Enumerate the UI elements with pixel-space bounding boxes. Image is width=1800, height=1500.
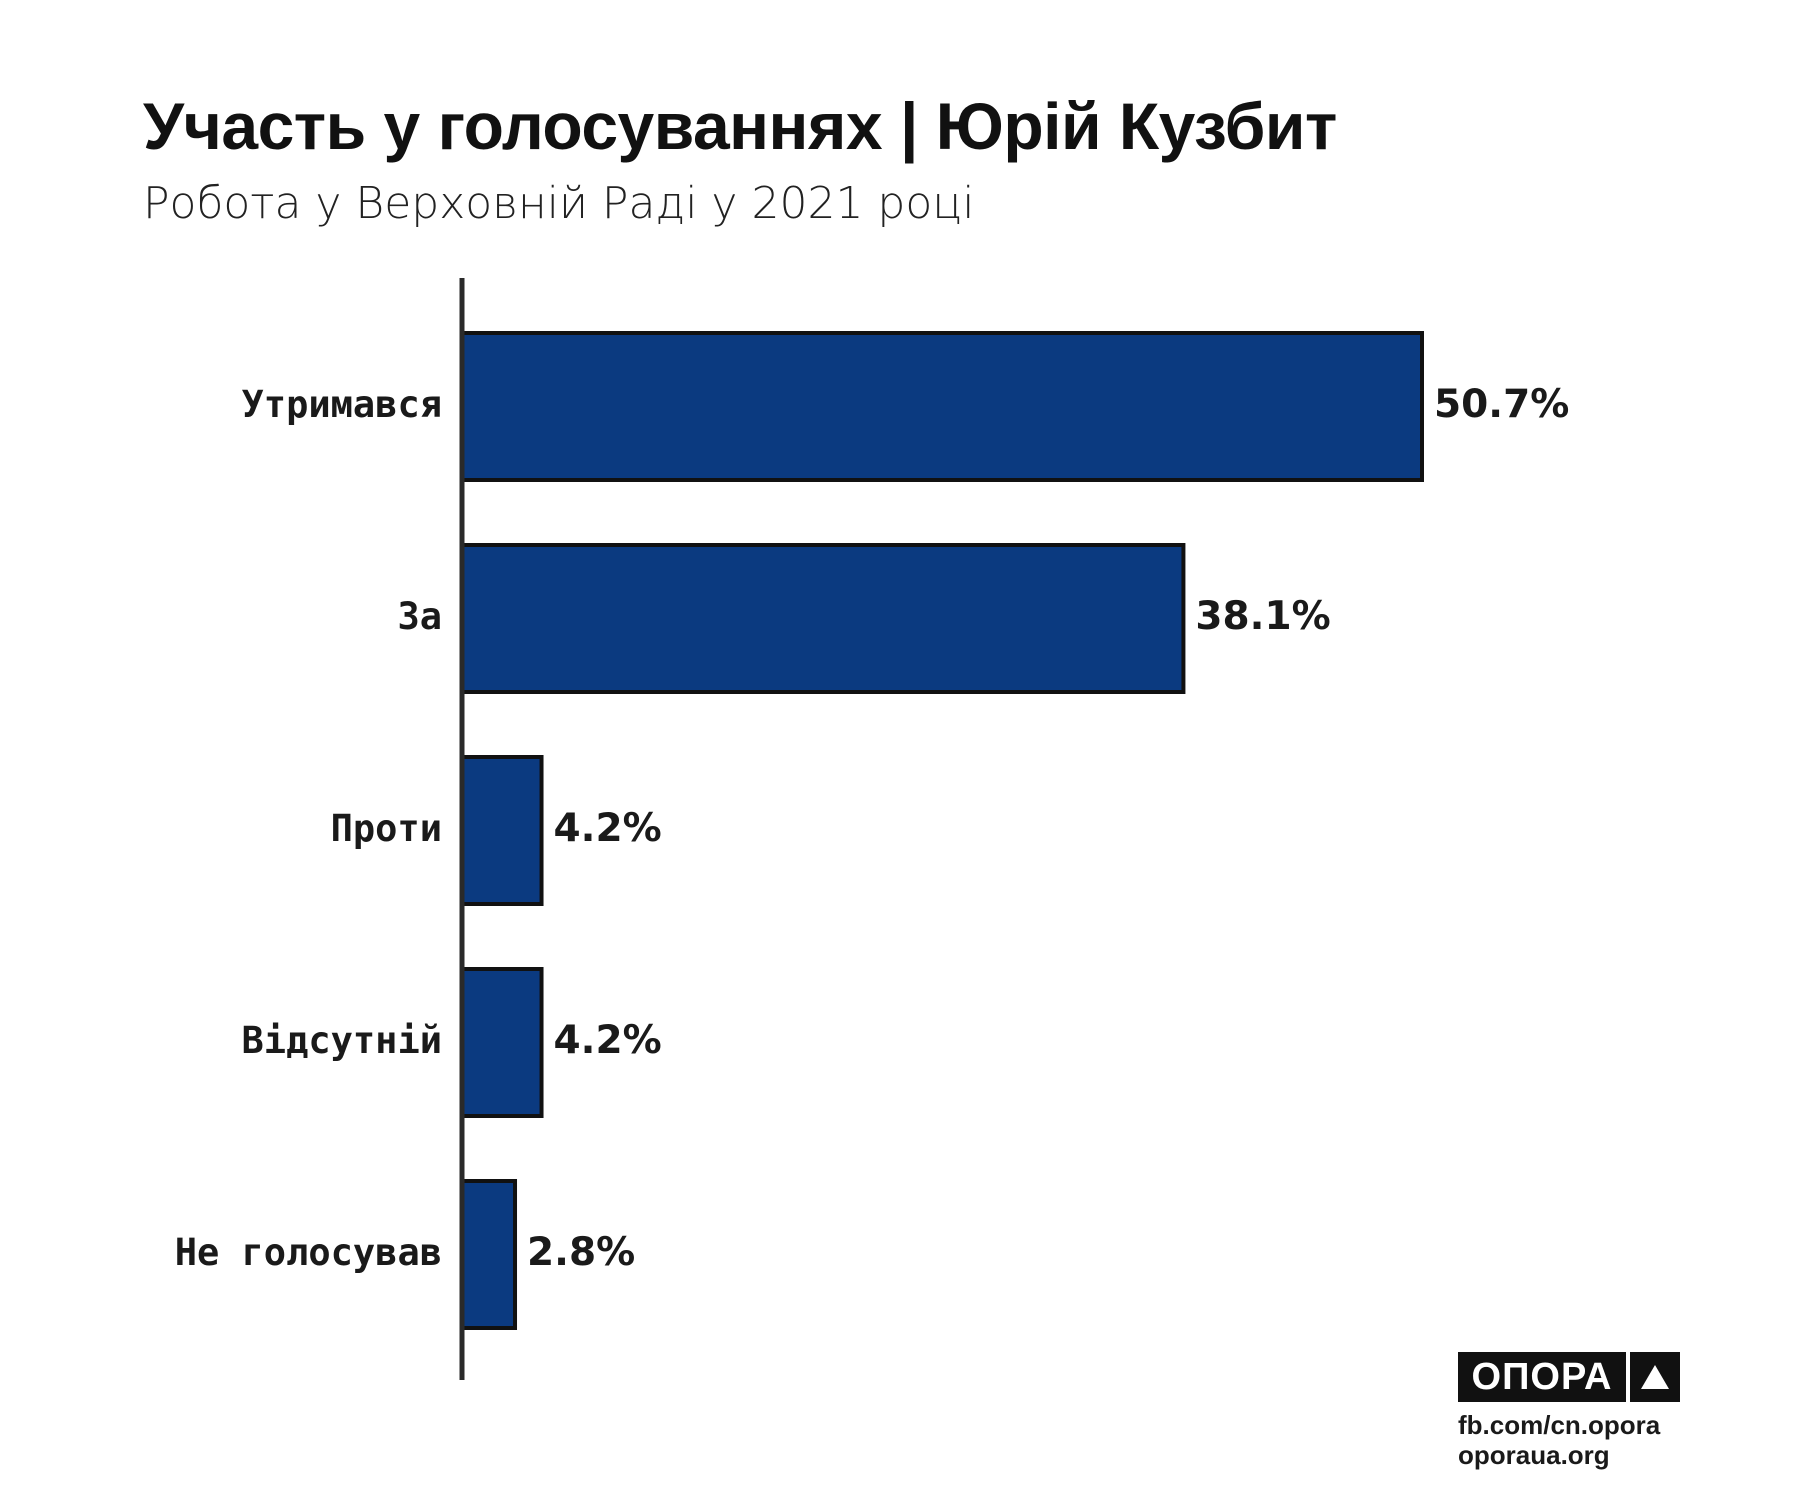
bar [460,755,544,906]
value-label: 50.7% [1434,382,1569,427]
chart-subtitle: Робота у Верховній Раді у 2021 році [143,178,975,229]
value-label: 4.2% [554,806,662,851]
category-label: Відсутній [242,1019,442,1062]
category-label: За [397,595,442,638]
category-label: Утримався [242,383,442,426]
category-label: Проти [331,807,442,850]
opora-logo: ОПОРА [1458,1352,1680,1402]
triangle-icon [1630,1352,1680,1402]
bar [460,967,544,1118]
value-label: 4.2% [554,1018,662,1063]
category-label: Не голосував [175,1231,442,1274]
source-website: oporaua.org [1458,1440,1610,1470]
bar [460,1179,518,1330]
logo-text: ОПОРА [1458,1352,1626,1402]
bar [460,543,1186,694]
value-label: 2.8% [527,1230,635,1275]
source-facebook: fb.com/cn.opora [1458,1410,1661,1440]
chart-title: Участь у голосуваннях | Юрій Кузбит [143,89,1337,163]
bar [460,331,1424,482]
value-label: 38.1% [1195,594,1330,639]
